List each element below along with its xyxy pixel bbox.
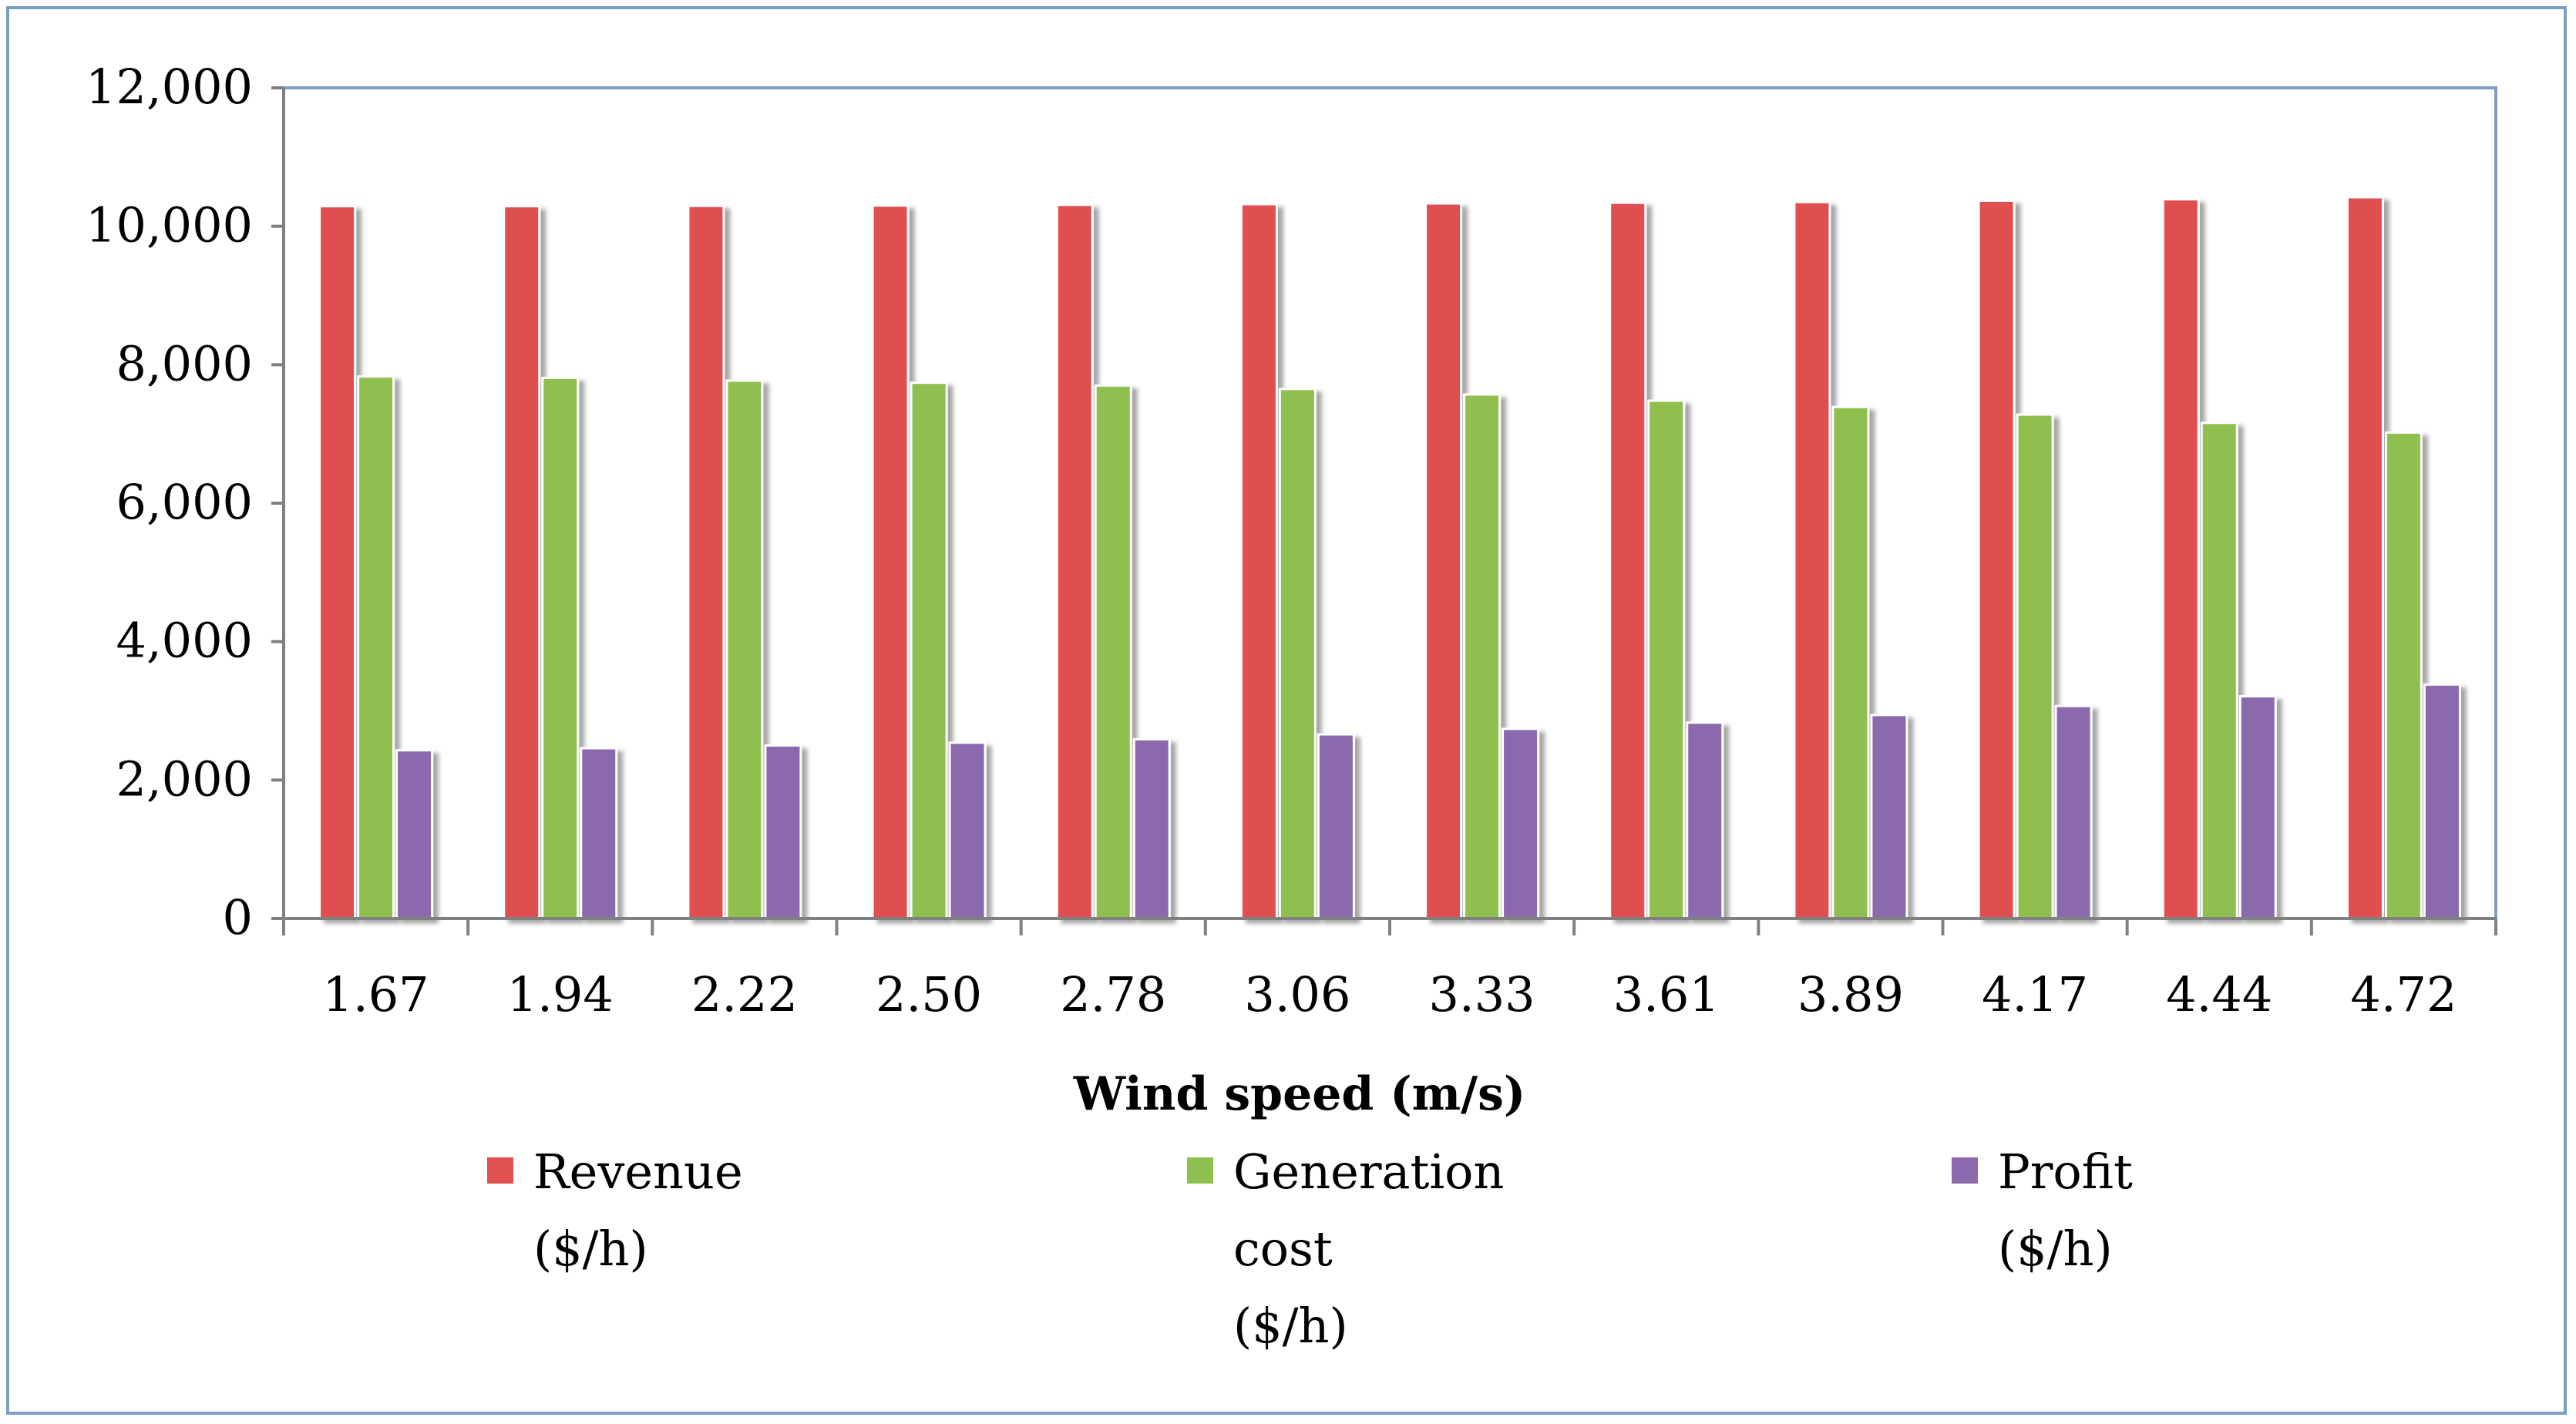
x-tick-label: 2.50: [876, 966, 982, 1023]
bar-profit-3.06: [1317, 733, 1355, 920]
bar-revenue-2.50: [871, 204, 910, 920]
x-tick-label: 3.89: [1797, 966, 1904, 1023]
bar-profit-1.94: [580, 747, 618, 920]
bar-profit-4.44: [2238, 695, 2277, 920]
bar-generation-2.50: [910, 381, 948, 920]
legend: Revenue ($/h) Generation cost ($/h) Profit ($/…: [487, 1144, 2133, 1354]
bar-profit-2.78: [1132, 737, 1171, 920]
bar-revenue-4.17: [1977, 199, 2016, 920]
bar-chart: 0 2,000 4,000 6,000 8,000 10,000 12,000 1.67 1.9…: [86, 59, 2497, 1354]
y-tick-label: 4,000: [116, 613, 254, 669]
bar-revenue-2.22: [687, 204, 725, 920]
bar-revenue-1.67: [318, 205, 357, 920]
bar-profit-3.33: [1502, 727, 1540, 920]
y-tick-label: 10,000: [86, 197, 253, 254]
labels-layer: 0 2,000 4,000 6,000 8,000 10,000 12,000 1.67 1.9…: [86, 59, 2457, 1023]
bar-profit-4.72: [2423, 683, 2461, 920]
axes-layer: [271, 86, 2497, 935]
x-tick-label: 4.17: [1982, 966, 2088, 1023]
bar-profit-4.17: [2054, 704, 2093, 920]
x-tick-label: 4.44: [2166, 966, 2272, 1023]
bar-generation-3.89: [1831, 405, 1870, 920]
bars-layer: [318, 196, 2461, 920]
bar-generation-4.72: [2384, 431, 2423, 920]
bar-revenue-4.44: [2161, 198, 2200, 920]
bar-revenue-3.06: [1239, 203, 1278, 920]
bar-generation-1.94: [541, 376, 580, 920]
y-tick-label: 2,000: [116, 751, 254, 807]
x-tick-label: 1.94: [507, 966, 614, 1023]
x-tick-label: 4.72: [2350, 966, 2457, 1023]
bar-revenue-3.61: [1609, 201, 1647, 920]
bar-generation-4.17: [2016, 413, 2054, 920]
bar-generation-3.06: [1278, 388, 1317, 920]
y-tick-label: 12,000: [86, 59, 253, 115]
bar-generation-3.61: [1647, 399, 1686, 920]
x-tick-label: 2.22: [691, 966, 798, 1023]
legend-label: cost: [1233, 1221, 1333, 1277]
legend-label: ($/h): [1998, 1221, 2113, 1277]
bar-revenue-3.33: [1424, 202, 1463, 920]
bar-generation-2.78: [1094, 384, 1132, 920]
bar-revenue-3.89: [1793, 200, 1831, 920]
bar-profit-3.89: [1870, 714, 1908, 920]
x-axis-title: Wind speed (m/s): [1073, 1067, 1525, 1121]
legend-label: ($/h): [1233, 1298, 1348, 1354]
bar-profit-2.50: [948, 741, 987, 920]
bar-profit-3.61: [1686, 721, 1724, 920]
y-tick-label: 8,000: [116, 335, 254, 391]
x-tick-label: 3.06: [1244, 966, 1350, 1023]
bar-profit-2.22: [764, 744, 802, 920]
y-tick-label: 6,000: [116, 474, 254, 530]
legend-label: ($/h): [533, 1221, 648, 1277]
bar-generation-3.33: [1463, 393, 1502, 920]
bar-revenue-2.78: [1055, 203, 1094, 920]
legend-swatch-profit: [1952, 1157, 1978, 1184]
legend-label: Revenue: [533, 1144, 743, 1200]
bar-generation-4.44: [2200, 421, 2238, 920]
y-tick-label: 0: [223, 889, 253, 945]
legend-label: Generation: [1233, 1144, 1504, 1200]
bar-profit-1.67: [395, 749, 434, 920]
chart-frame: 0 2,000 4,000 6,000 8,000 10,000 12,000 1.67 1.9…: [6, 6, 2567, 1415]
bar-revenue-4.72: [2346, 196, 2384, 920]
x-tick-label: 3.61: [1613, 966, 1720, 1023]
bar-generation-1.67: [357, 375, 395, 920]
legend-label: Profit: [1998, 1144, 2133, 1200]
bar-generation-2.22: [725, 379, 764, 920]
bar-revenue-1.94: [503, 205, 541, 920]
legend-swatch-revenue: [487, 1157, 513, 1184]
x-tick-label: 1.67: [323, 966, 429, 1023]
x-tick-label: 3.33: [1429, 966, 1535, 1023]
x-tick-label: 2.78: [1060, 966, 1166, 1023]
legend-swatch-generation: [1187, 1157, 1213, 1184]
